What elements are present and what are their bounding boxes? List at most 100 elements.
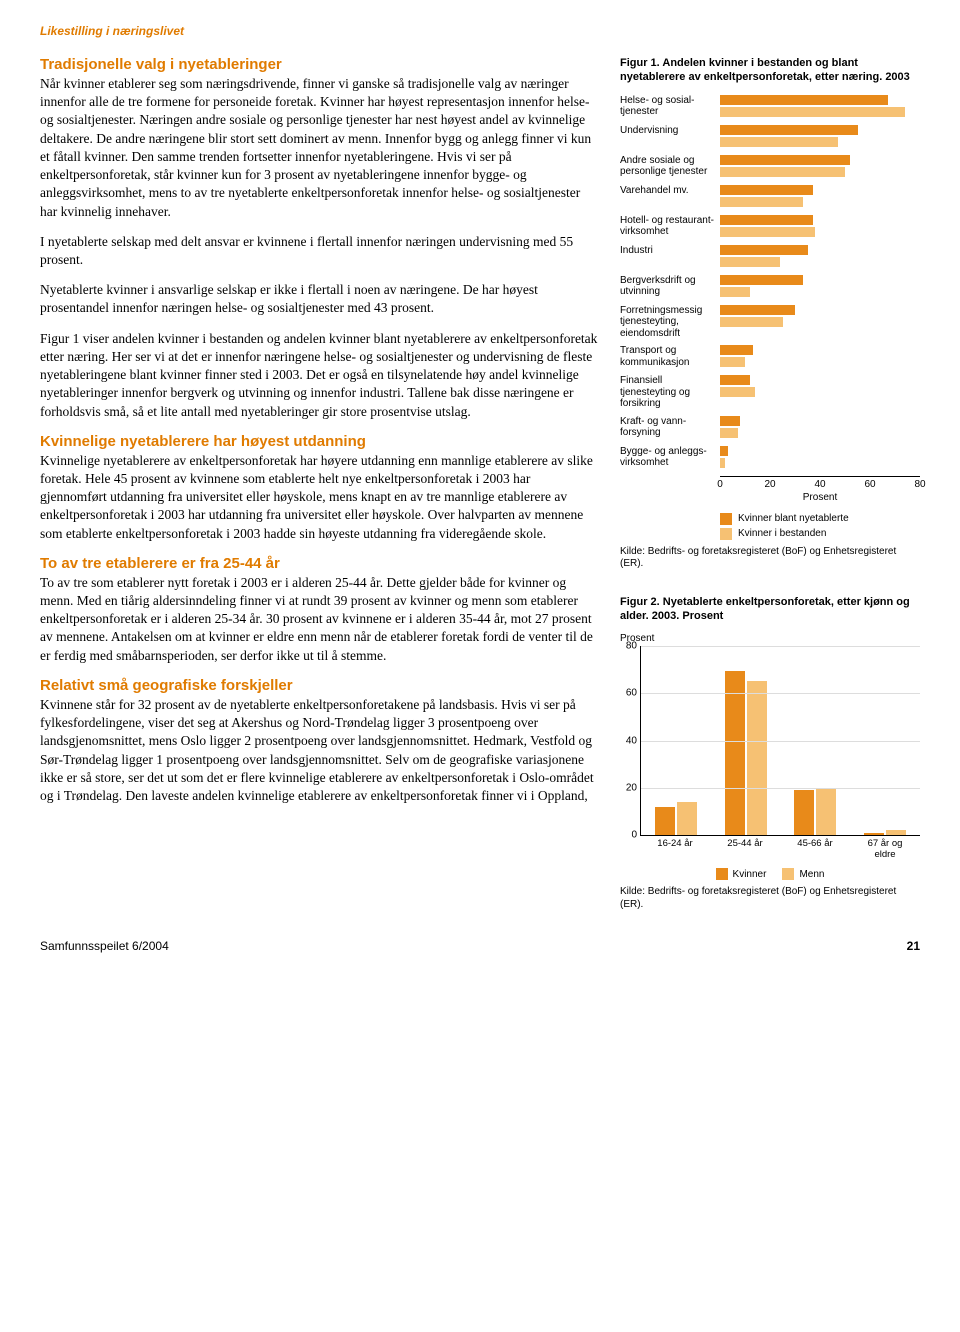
vbar-xlabel: 45-66 år: [780, 839, 850, 860]
hbar-category-label: Helse- og sosial-tjenester: [620, 95, 720, 118]
hbar-bar-stock: [720, 107, 905, 117]
footer-left: Samfunnsspeilet 6/2004: [40, 939, 169, 953]
hbar-bar-stock: [720, 137, 838, 147]
vbar-bar-men: [747, 681, 767, 835]
hbar-bar-new: [720, 185, 813, 195]
legend-item: Kvinner blant nyetablerte: [720, 513, 920, 525]
hbar-xtick: 0: [717, 479, 723, 490]
hbar-row: Undervisning: [620, 125, 920, 149]
hbar-bar-new: [720, 345, 753, 355]
hbar-bar-new: [720, 215, 813, 225]
legend-item: Kvinner: [716, 868, 767, 880]
hbar-bar-stock: [720, 428, 738, 438]
hbar-row: Hotell- og restaurant-virksomhet: [620, 215, 920, 239]
hbar-bar-new: [720, 305, 795, 315]
hbar-bar-new: [720, 446, 728, 456]
hbar-category-label: Industri: [620, 245, 720, 257]
hbar-xtick: 60: [864, 479, 875, 490]
hbar-row: Industri: [620, 245, 920, 269]
vbar-group: [725, 671, 767, 835]
hbar-bar-stock: [720, 287, 750, 297]
hbar-bar-stock: [720, 458, 725, 468]
hbar-category-label: Kraft- og vann-forsyning: [620, 416, 720, 439]
figure-2-legend: Kvinner Menn: [620, 868, 920, 880]
figure-2-chart: Prosent 020406080 16-24 år25-44 år45-66 …: [620, 633, 920, 880]
hbar-category-label: Bergverksdrift og utvinning: [620, 275, 720, 298]
vbar-ytick: 0: [619, 830, 637, 841]
vbar-bar-women: [864, 833, 884, 835]
vbar-bar-men: [886, 830, 906, 835]
hbar-row: Varehandel mv.: [620, 185, 920, 209]
hbar-row: Andre sosiale og personlige tjenester: [620, 155, 920, 179]
figure-2-title: Figur 2. Nyetablerte enkeltpersonforetak…: [620, 595, 920, 624]
hbar-bar-new: [720, 375, 750, 385]
hbar-row: Helse- og sosial-tjenester: [620, 95, 920, 119]
page-header: Likestilling i næringslivet: [40, 24, 920, 38]
vbar-xlabel: 25-44 år: [710, 839, 780, 860]
hbar-bar-stock: [720, 197, 803, 207]
body-paragraph: Kvinnene står for 32 prosent av de nyeta…: [40, 696, 600, 805]
hbar-bar-stock: [720, 167, 845, 177]
body-paragraph: To av tre som etablerer nytt foretak i 2…: [40, 574, 600, 665]
hbar-bar-new: [720, 275, 803, 285]
hbar-row: Kraft- og vann-forsyning: [620, 416, 920, 440]
body-paragraph: Figur 1 viser andelen kvinner i bestande…: [40, 330, 600, 421]
hbar-category-label: Bygge- og anleggs-virksomhet: [620, 446, 720, 469]
legend-label: Kvinner i bestanden: [738, 528, 826, 539]
legend-item: Kvinner i bestanden: [720, 528, 920, 540]
hbar-bar-stock: [720, 387, 755, 397]
legend-swatch: [720, 513, 732, 525]
figure-2: Figur 2. Nyetablerte enkeltpersonforetak…: [620, 595, 920, 911]
section-heading: To av tre etablerere er fra 25-44 år: [40, 555, 600, 572]
hbar-bar-new: [720, 155, 850, 165]
figures-column: Figur 1. Andelen kvinner i bestanden og …: [620, 56, 920, 911]
body-paragraph: I nyetablerte selskap med delt ansvar er…: [40, 233, 600, 269]
hbar-bar-stock: [720, 357, 745, 367]
hbar-bar-stock: [720, 227, 815, 237]
figure-1-chart: Helse- og sosial-tjenester Undervisning An…: [620, 95, 920, 503]
vbar-ytick: 20: [619, 782, 637, 793]
hbar-bar-new: [720, 125, 858, 135]
figure-2-source: Kilde: Bedrifts- og foretaksregisteret (…: [620, 886, 920, 911]
vbar-bar-women: [725, 671, 745, 835]
hbar-bar-new: [720, 95, 888, 105]
vbar-xlabel: 16-24 år: [640, 839, 710, 860]
vbar-ytick: 40: [619, 735, 637, 746]
vbar-ytick: 80: [619, 641, 637, 652]
section-heading: Tradisjonelle valg i nyetableringer: [40, 56, 600, 73]
legend-label: Kvinner: [733, 869, 767, 880]
hbar-row: Transport og kommunikasjon: [620, 345, 920, 369]
hbar-category-label: Undervisning: [620, 125, 720, 137]
hbar-bar-new: [720, 416, 740, 426]
hbar-xtick: 80: [914, 479, 925, 490]
vbar-bar-men: [816, 788, 836, 836]
hbar-bar-stock: [720, 317, 783, 327]
vbar-bar-men: [677, 802, 697, 835]
hbar-category-label: Hotell- og restaurant-virksomhet: [620, 215, 720, 238]
hbar-category-label: Forretningsmessig tjenesteyting, eiendom…: [620, 305, 720, 340]
section-heading: Kvinnelige nyetablerere har høyest utdan…: [40, 433, 600, 450]
two-column-layout: Tradisjonelle valg i nyetableringerNår k…: [40, 56, 920, 911]
hbar-xtick: 20: [764, 479, 775, 490]
legend-label: Kvinner blant nyetablerte: [738, 513, 849, 524]
vbar-bar-women: [794, 790, 814, 835]
figure-1-xlabel: Prosent: [720, 492, 920, 503]
hbar-xtick: 40: [814, 479, 825, 490]
hbar-row: Bygge- og anleggs-virksomhet: [620, 446, 920, 470]
legend-item: Menn: [782, 868, 824, 880]
page-footer: Samfunnsspeilet 6/2004 21: [40, 939, 920, 953]
figure-1-title: Figur 1. Andelen kvinner i bestanden og …: [620, 56, 920, 85]
article-body: Tradisjonelle valg i nyetableringerNår k…: [40, 56, 600, 911]
legend-swatch: [782, 868, 794, 880]
hbar-row: Bergverksdrift og utvinning: [620, 275, 920, 299]
body-paragraph: Kvinnelige nyetablerere av enkeltpersonf…: [40, 452, 600, 543]
vbar-ytick: 60: [619, 688, 637, 699]
vbar-group: [655, 802, 697, 835]
hbar-bar-stock: [720, 257, 780, 267]
vbar-xlabel: 67 år ogeldre: [850, 839, 920, 860]
hbar-category-label: Andre sosiale og personlige tjenester: [620, 155, 720, 178]
hbar-category-label: Varehandel mv.: [620, 185, 720, 197]
legend-swatch: [716, 868, 728, 880]
hbar-bar-new: [720, 245, 808, 255]
vbar-bar-women: [655, 807, 675, 836]
